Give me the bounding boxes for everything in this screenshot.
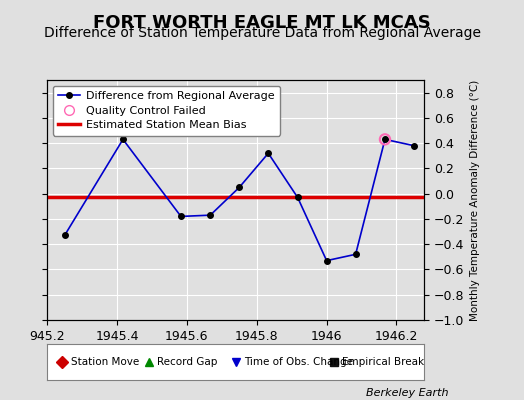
Text: Empirical Break: Empirical Break (342, 357, 424, 367)
Legend: Difference from Regional Average, Quality Control Failed, Estimated Station Mean: Difference from Regional Average, Qualit… (53, 86, 280, 136)
Point (381, 136, 389, 142)
Text: Station Move: Station Move (71, 357, 139, 367)
Text: Record Gap: Record Gap (157, 357, 217, 367)
Text: Time of Obs. Change: Time of Obs. Change (244, 357, 353, 367)
Text: Difference of Station Temperature Data from Regional Average: Difference of Station Temperature Data f… (43, 26, 481, 40)
Text: Berkeley Earth: Berkeley Earth (366, 388, 448, 398)
Text: FORT WORTH EAGLE MT LK MCAS: FORT WORTH EAGLE MT LK MCAS (93, 14, 431, 32)
Y-axis label: Monthly Temperature Anomaly Difference (°C): Monthly Temperature Anomaly Difference (… (470, 79, 480, 321)
